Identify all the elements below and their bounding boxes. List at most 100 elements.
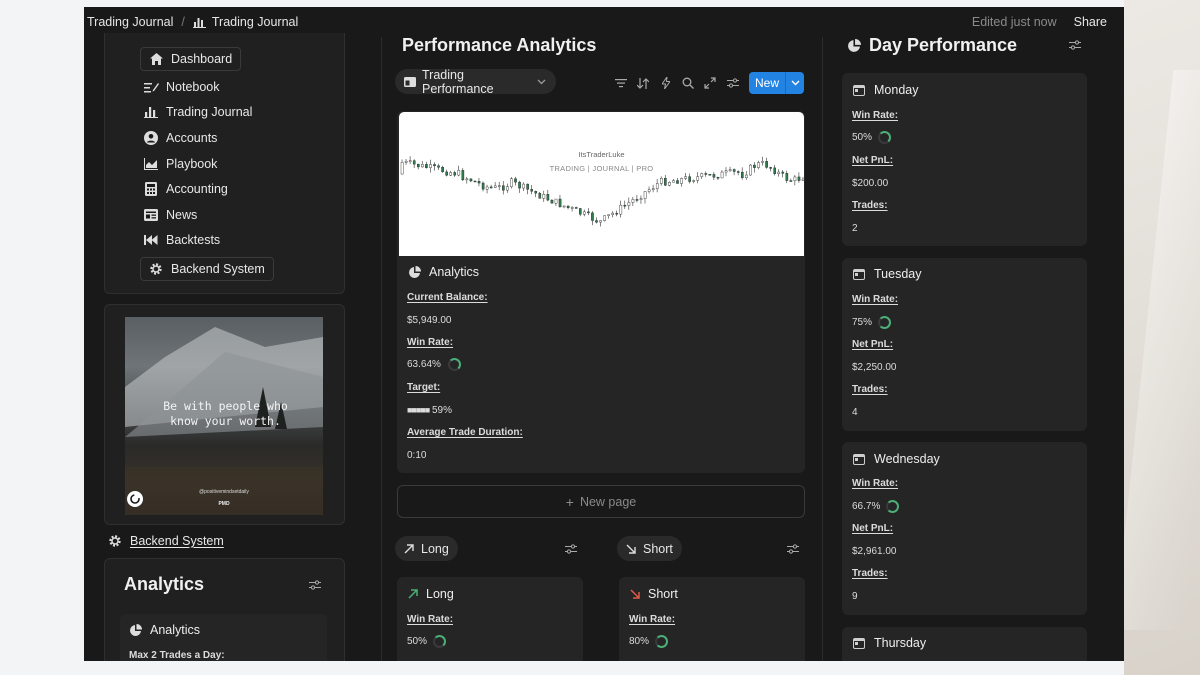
candle-body <box>546 194 550 201</box>
short-card[interactable] <box>619 577 805 661</box>
day-win-rate-label: Win Rate: <box>852 110 899 121</box>
sidebar-item-news[interactable]: News <box>143 204 197 226</box>
target-value: 59% <box>431 405 452 416</box>
app-window: Trading Journal / Trading Journal Edited… <box>84 7 1124 661</box>
candle-body <box>745 174 748 178</box>
candle-body <box>534 191 538 194</box>
candle-body <box>417 163 420 168</box>
candle-body <box>643 191 647 199</box>
sidebar-item-accounting[interactable]: Accounting <box>143 178 228 200</box>
lightning-icon[interactable] <box>659 76 673 90</box>
breadcrumb-root-label: Trading Journal <box>87 15 174 29</box>
settings-sliders-icon[interactable] <box>1068 38 1082 52</box>
sidebar-item-dashboard[interactable]: Dashboard <box>140 47 242 71</box>
arrow-down-right-icon <box>626 544 636 554</box>
analytics-card-label: Analytics <box>429 265 480 279</box>
candle-body <box>400 162 404 175</box>
desktop-background <box>1114 0 1200 675</box>
new-page-button[interactable]: + New page <box>397 485 805 518</box>
column-divider <box>381 37 382 661</box>
breadcrumb-current[interactable]: Trading Journal <box>192 15 299 29</box>
settings-sliders-icon[interactable] <box>564 542 578 556</box>
quote-tag: PMD <box>218 501 230 507</box>
candle-body <box>453 172 457 176</box>
candle-body <box>433 164 436 167</box>
candle-body <box>542 194 546 199</box>
candle-body <box>647 189 651 192</box>
arrow-down-right-icon <box>630 589 640 599</box>
table-view-icon <box>404 76 416 87</box>
refresh-badge-icon[interactable] <box>127 491 143 507</box>
expand-icon[interactable] <box>703 76 717 90</box>
chevron-down-icon[interactable] <box>786 72 804 94</box>
candle-body <box>631 199 635 203</box>
candle-body <box>708 174 712 176</box>
calendar-icon <box>853 84 865 96</box>
settings-sliders-icon[interactable] <box>786 542 800 556</box>
day-name: Wednesday <box>874 452 940 466</box>
sidebar-item-trading-journal[interactable]: Trading Journal <box>143 101 252 123</box>
candle-body <box>761 161 764 163</box>
day-card-thursday[interactable] <box>842 627 1087 661</box>
new-button[interactable]: New <box>749 72 804 94</box>
day-trades-label: Trades: <box>852 384 888 395</box>
day-card-wednesday[interactable] <box>842 442 1087 615</box>
long-pill-label: Long <box>421 541 449 556</box>
day-performance-label: Day Performance <box>869 35 1018 55</box>
breadcrumb-root[interactable]: Trading Journal <box>87 15 173 29</box>
sidebar-nav-card <box>104 33 345 294</box>
sidebar-item-backtests[interactable]: Backtests <box>143 229 220 251</box>
candle-body <box>461 170 465 181</box>
candle-body <box>684 176 687 179</box>
sidebar-item-accounts[interactable]: Accounts <box>143 127 217 149</box>
breadcrumb-current-label: Trading Journal <box>211 15 299 29</box>
candle-body <box>781 171 785 174</box>
candle-body <box>623 204 627 207</box>
new-button-label[interactable]: New <box>749 72 786 94</box>
day-card-title: Thursday <box>853 636 926 650</box>
candle-body <box>692 180 696 182</box>
candle-body <box>522 183 525 189</box>
short-win-rate-label: Win Rate: <box>629 614 676 625</box>
candle-body <box>635 199 639 201</box>
candle-body <box>757 162 760 168</box>
candle-body <box>765 161 768 168</box>
search-icon[interactable] <box>681 76 695 90</box>
candle-body <box>412 160 416 165</box>
candle-body <box>591 212 594 221</box>
backend-system-link[interactable]: Backend System <box>107 530 224 552</box>
long-card[interactable] <box>397 577 583 661</box>
sidebar-item-playbook[interactable]: Playbook <box>143 153 217 175</box>
view-selector-trading-performance[interactable]: Trading Performance <box>395 68 556 96</box>
long-view-pill[interactable]: Long <box>395 536 458 561</box>
share-button[interactable]: Share <box>1073 15 1107 29</box>
progress-ring-icon <box>447 358 461 371</box>
candle-body <box>554 198 558 204</box>
settings-sliders-icon[interactable] <box>308 578 322 592</box>
notebook-icon <box>143 79 159 95</box>
candle-body <box>481 182 485 190</box>
candle-body <box>736 171 740 173</box>
plus-icon: + <box>565 493 574 510</box>
candle-body <box>639 198 643 200</box>
day-card-tuesday[interactable] <box>842 258 1087 431</box>
filter-icon[interactable] <box>614 76 628 90</box>
candle-body <box>578 208 582 215</box>
sidebar-item-backend-system[interactable]: Backend System <box>140 257 274 281</box>
short-card-title: Short <box>630 587 678 601</box>
sidebar-item-notebook[interactable]: Notebook <box>143 76 220 98</box>
short-view-pill[interactable]: Short <box>617 536 682 561</box>
candle-body <box>441 167 444 173</box>
day-name: Tuesday <box>874 267 922 281</box>
settings-sliders-icon[interactable] <box>726 76 740 90</box>
candle-body <box>720 171 724 179</box>
sort-icon[interactable] <box>636 76 650 90</box>
candle-body <box>550 199 554 204</box>
candle-body <box>437 165 440 168</box>
day-pnl-label: Net PnL: <box>852 155 894 166</box>
long-card-label: Long <box>426 587 454 601</box>
day-card-monday[interactable] <box>842 73 1087 246</box>
candle-body <box>502 185 505 191</box>
candle-body <box>429 164 432 168</box>
day-pnl-value: $2,250.00 <box>852 362 897 373</box>
